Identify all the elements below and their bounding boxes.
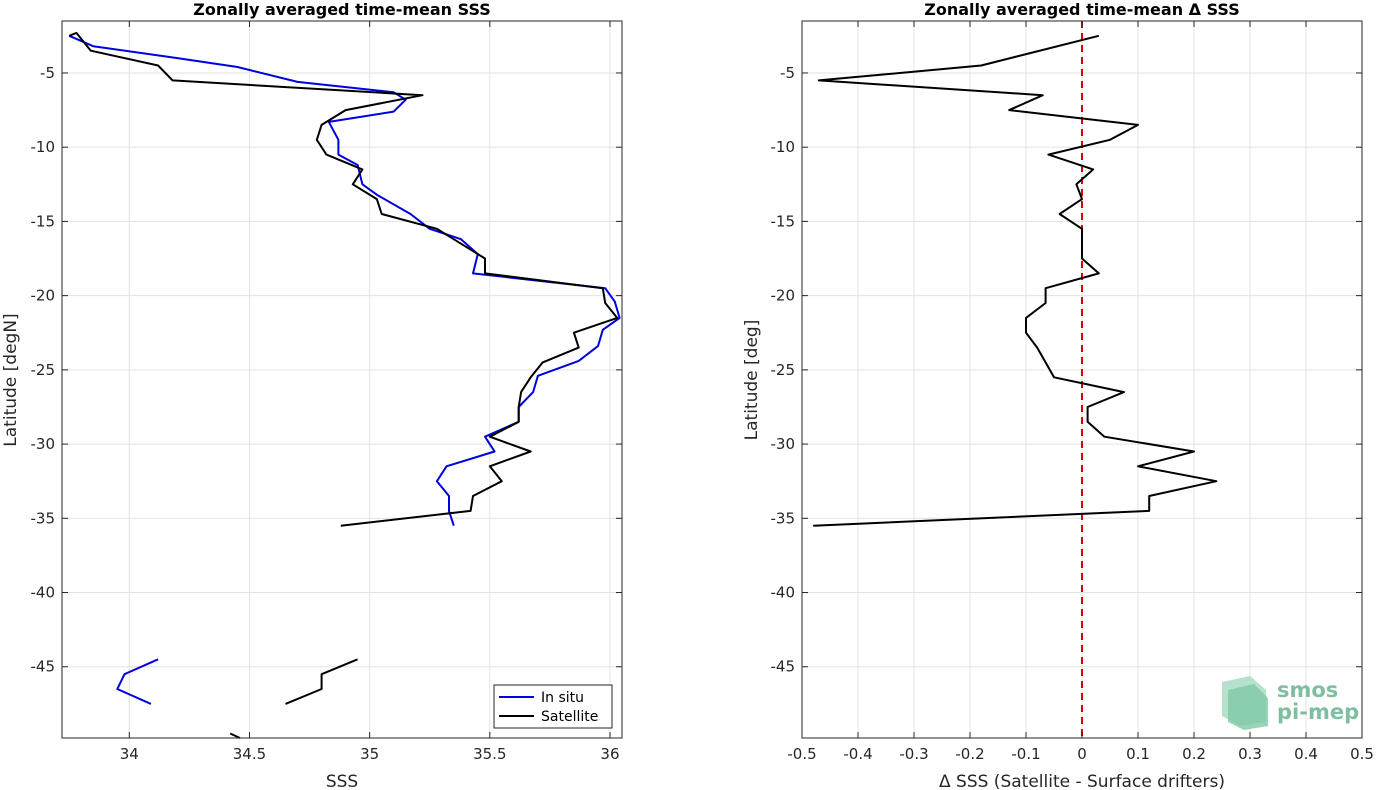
y-tick-label: -5 bbox=[40, 64, 55, 82]
left-series bbox=[68, 31, 621, 739]
x-tick-label: 0.5 bbox=[1350, 745, 1374, 763]
smos-pi-mep-logo: smos pi-mep bbox=[1222, 676, 1359, 730]
x-tick-label: 34 bbox=[120, 745, 139, 763]
satellite-line-segment-1 bbox=[285, 658, 358, 705]
x-tick-label: 0.3 bbox=[1238, 745, 1262, 763]
x-tick-label: 34.5 bbox=[233, 745, 266, 763]
y-tick-label: -15 bbox=[771, 212, 796, 230]
left-panel: Zonally averaged time-mean SSS 34 34.5 35 3… bbox=[1, 0, 623, 790]
logo-line-1: smos bbox=[1277, 678, 1338, 702]
y-tick-label: -40 bbox=[771, 584, 796, 602]
series-0-line-segment-0 bbox=[813, 34, 1218, 527]
y-tick-label: -45 bbox=[771, 658, 796, 676]
satellite-line-segment-2 bbox=[229, 732, 241, 739]
x-tick-label: -0.4 bbox=[843, 745, 872, 763]
x-tick-label: 35.5 bbox=[473, 745, 506, 763]
x-tick-label: 36 bbox=[600, 745, 619, 763]
right-panel: Zonally averaged time-mean Δ SSS -0.5 -0.… bbox=[742, 0, 1374, 790]
right-series bbox=[813, 34, 1218, 527]
y-tick-label: -25 bbox=[31, 361, 56, 379]
left-plot-frame bbox=[61, 20, 623, 739]
legend-label-in-situ: In situ bbox=[541, 690, 584, 706]
logo-emblem-front bbox=[1228, 684, 1268, 730]
right-y-axis-label: Latitude [deg] bbox=[742, 320, 762, 441]
x-tick-label: 35 bbox=[360, 745, 379, 763]
legend: In situ Satellite bbox=[493, 684, 613, 729]
in-situ-line-segment-1 bbox=[116, 658, 159, 705]
legend-label-satellite: Satellite bbox=[541, 709, 598, 725]
x-tick-label: -0.2 bbox=[955, 745, 984, 763]
legend-box bbox=[493, 684, 613, 729]
y-tick-label: -15 bbox=[31, 212, 56, 230]
y-tick-label: -40 bbox=[31, 584, 56, 602]
left-y-axis-label: Latitude [degN] bbox=[1, 313, 21, 446]
logo-line-2: pi-mep bbox=[1277, 700, 1359, 724]
y-tick-label: -30 bbox=[771, 435, 796, 453]
x-tick-label: -0.3 bbox=[899, 745, 928, 763]
y-tick-label: -45 bbox=[31, 658, 56, 676]
y-tick-label: -30 bbox=[31, 435, 56, 453]
x-tick-label: 0.4 bbox=[1294, 745, 1318, 763]
satellite-line-segment-0 bbox=[68, 31, 619, 527]
right-chart-title: Zonally averaged time-mean Δ SSS bbox=[924, 0, 1240, 19]
x-tick-label: -0.5 bbox=[787, 745, 816, 763]
x-tick-label: 0.2 bbox=[1182, 745, 1206, 763]
y-tick-label: -10 bbox=[771, 138, 796, 156]
y-tick-label: -20 bbox=[771, 287, 796, 305]
y-tick-label: -35 bbox=[31, 509, 56, 527]
left-chart-title: Zonally averaged time-mean SSS bbox=[193, 0, 491, 19]
y-tick-label: -5 bbox=[780, 64, 795, 82]
y-tick-label: -10 bbox=[31, 138, 56, 156]
y-tick-label: -20 bbox=[31, 287, 56, 305]
right-ticks: -0.5 -0.4 -0.3 -0.2 -0.1 0 0.1 0.2 0.3 0.4 0.5 -5 -1… bbox=[771, 21, 1374, 763]
right-x-axis-label: Δ SSS (Satellite - Surface drifters) bbox=[939, 772, 1225, 790]
x-tick-label: 0.1 bbox=[1126, 745, 1150, 763]
x-tick-label: 0 bbox=[1077, 745, 1087, 763]
y-tick-label: -35 bbox=[771, 509, 796, 527]
left-grid bbox=[62, 21, 622, 738]
left-x-axis-label: SSS bbox=[326, 772, 358, 790]
x-tick-label: -0.1 bbox=[1011, 745, 1040, 763]
left-ticks: 34 34.5 35 35.5 36 -5 -10 -15 -20 -25 -30 -35 -40 -45 bbox=[31, 21, 622, 763]
y-tick-label: -25 bbox=[771, 361, 796, 379]
